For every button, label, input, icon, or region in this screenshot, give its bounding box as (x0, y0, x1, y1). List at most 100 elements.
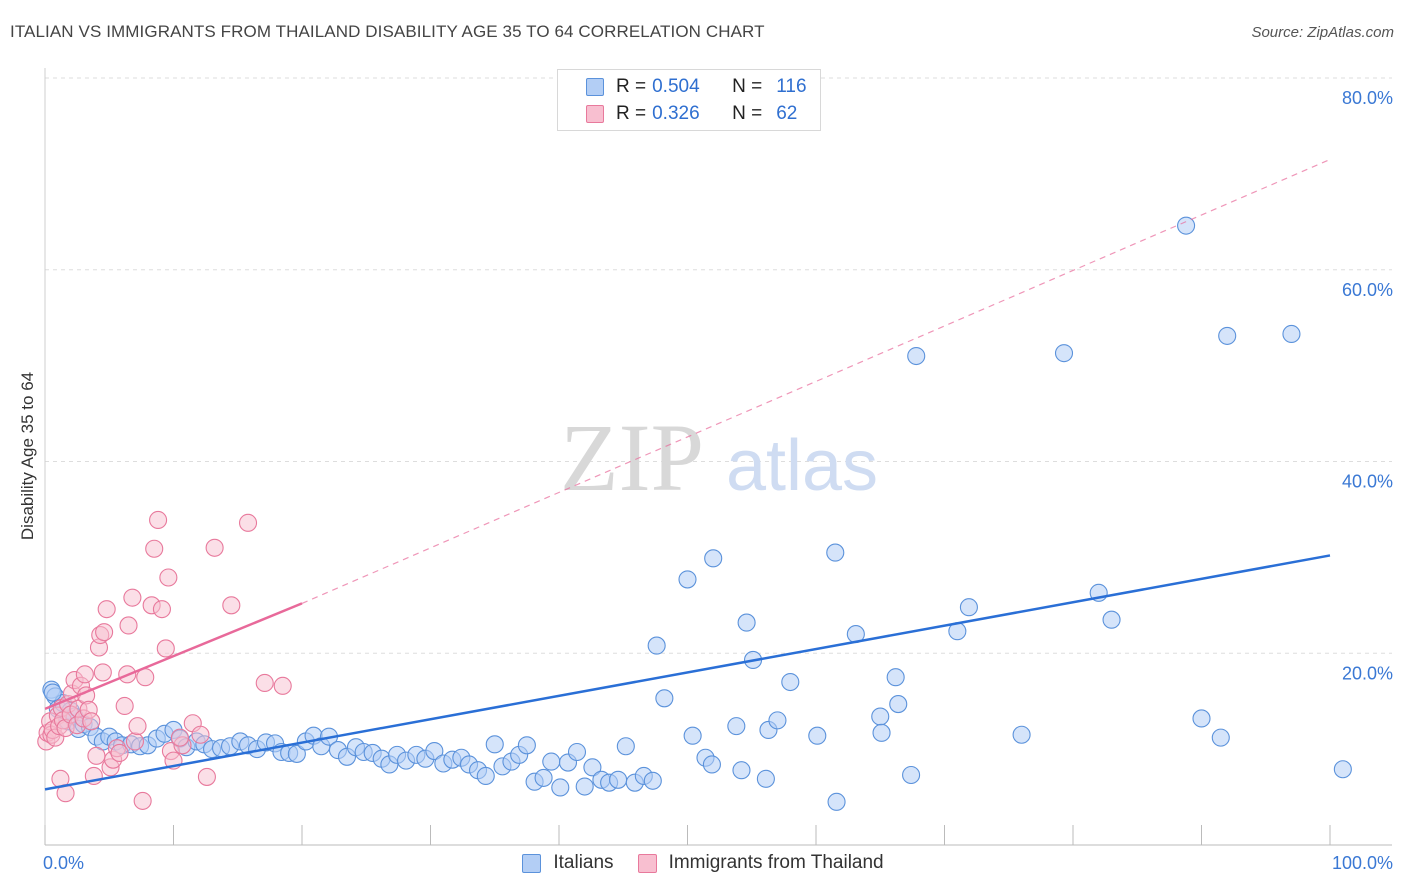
italians-point (43, 683, 62, 702)
thailand-point (170, 728, 189, 747)
thailand-point (119, 616, 138, 635)
thailand-point (82, 712, 101, 731)
series-legend: Italians Immigrants from Thailand (0, 852, 1406, 874)
y-tick-label: 80.0% (1342, 88, 1393, 108)
series-italians (42, 216, 1352, 811)
thailand-point (273, 676, 292, 695)
legend-row-thailand: R = 0.326 N = 62 (586, 102, 797, 126)
thailand-point (128, 717, 147, 736)
x-tick-label: 100.0% (1332, 853, 1393, 873)
legend-item-thailand: Immigrants from Thailand (637, 852, 884, 874)
italians-point (768, 711, 787, 730)
axes (44, 68, 1392, 846)
italians-point (907, 346, 926, 366)
italians-legend-swatch (522, 853, 542, 873)
italians-point (567, 742, 587, 762)
thailand-point (152, 600, 171, 619)
thailand-trend-extension (301, 158, 1331, 604)
thailand-trend-line (44, 602, 303, 711)
watermark-atlas: atlas (726, 426, 878, 506)
italians-legend-label: Italians (553, 852, 614, 873)
tick-labels: 20.0% 40.0% 60.0% 80.0% 0.0% 100.0% (43, 88, 1393, 873)
watermark-zip: ZIP (560, 404, 704, 511)
thailand-point (93, 663, 112, 682)
italians-trend-line (44, 554, 1331, 791)
thailand-legend-swatch (637, 853, 657, 873)
thailand-point (95, 623, 114, 642)
italians-point (575, 777, 594, 796)
italians-point (732, 761, 751, 780)
italians-point (737, 613, 756, 632)
italians-point (485, 735, 504, 754)
italians-point (1102, 610, 1121, 629)
r-label: R = (616, 103, 647, 124)
legend-row-italians: R = 0.504 N = 116 (586, 75, 807, 99)
thailand-point (191, 725, 210, 744)
thailand-point (133, 791, 152, 810)
thailand-point (159, 568, 178, 587)
thailand-swatch (586, 105, 604, 123)
italians-point (1282, 324, 1301, 344)
italians-swatch (586, 78, 604, 96)
r-value: 0.504 (652, 76, 700, 97)
italians-point (643, 771, 662, 790)
italians-point (827, 792, 846, 811)
italians-point (902, 765, 921, 785)
italians-point (781, 672, 800, 692)
italians-point (1054, 344, 1074, 363)
italians-point (425, 741, 444, 761)
italians-point (683, 726, 702, 745)
y-tick-label: 20.0% (1342, 663, 1393, 683)
italians-point (704, 549, 723, 568)
thailand-point (110, 743, 129, 763)
italians-point (655, 689, 674, 708)
n-value: 62 (776, 103, 798, 124)
watermark: ZIP atlas (560, 404, 878, 511)
italians-point (517, 736, 536, 755)
legend-item-italians: Italians (522, 852, 614, 874)
italians-point (808, 726, 827, 745)
thailand-point (197, 767, 216, 786)
italians-point (1192, 709, 1211, 728)
italians-point (756, 769, 775, 788)
italians-point (678, 570, 697, 589)
italians-point (1211, 728, 1230, 747)
italians-point (542, 752, 561, 771)
gridlines (45, 77, 1392, 654)
thailand-point (156, 639, 175, 658)
thailand-point (97, 600, 116, 619)
italians-point (886, 668, 905, 687)
italians-point (889, 695, 908, 714)
source-credit: Source: ZipAtlas.com (1251, 24, 1394, 41)
x-tick-label: 0.0% (43, 853, 84, 873)
series-thailand (37, 510, 292, 810)
thailand-point (123, 588, 142, 607)
thailand-point (75, 665, 94, 684)
italians-point (727, 717, 746, 736)
trend-lines (44, 158, 1331, 791)
italians-point (871, 707, 890, 726)
thailand-point (222, 596, 241, 615)
italians-point (616, 737, 635, 756)
italians-point (959, 598, 978, 617)
y-tick-label: 60.0% (1342, 280, 1393, 300)
italians-point (287, 744, 306, 763)
italians-point (1177, 216, 1196, 235)
italians-point (551, 778, 570, 797)
y-axis-label: Disability Age 35 to 64 (18, 372, 37, 540)
thailand-point (125, 732, 144, 751)
thailand-point (238, 513, 258, 532)
thailand-point (205, 538, 224, 557)
thailand-point (255, 673, 274, 693)
thailand-point (115, 696, 134, 716)
italians-point (476, 766, 495, 786)
stats-legend: R = 0.504 N = 116 R = 0.326 N = 62 (557, 69, 821, 131)
italians-point (872, 723, 891, 742)
n-label: N = (732, 103, 763, 124)
italians-point (1012, 725, 1031, 744)
thailand-point (87, 746, 106, 765)
italians-point (583, 758, 602, 777)
italians-point (647, 636, 666, 655)
n-label: N = (732, 76, 763, 97)
